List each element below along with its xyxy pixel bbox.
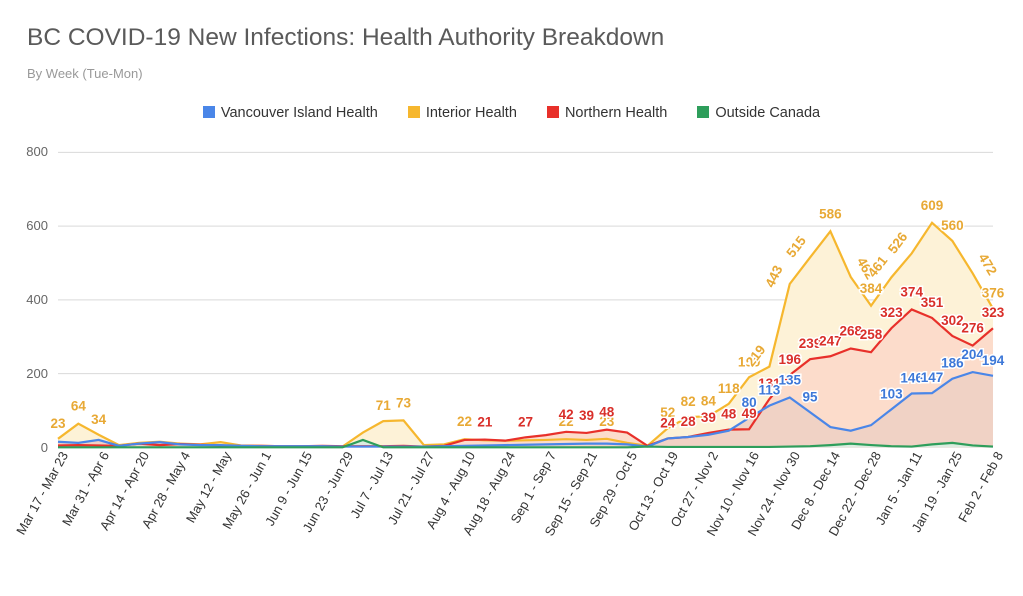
svg-text:80: 80: [742, 395, 757, 410]
svg-text:258: 258: [860, 327, 883, 342]
svg-text:147: 147: [921, 370, 944, 385]
svg-text:239: 239: [799, 336, 822, 351]
svg-text:276: 276: [961, 321, 984, 336]
svg-text:609: 609: [921, 198, 944, 213]
svg-text:28: 28: [681, 414, 697, 429]
svg-text:22: 22: [457, 414, 472, 429]
svg-text:82: 82: [681, 394, 696, 409]
svg-text:515: 515: [783, 233, 809, 260]
svg-text:384: 384: [860, 281, 883, 296]
svg-text:42: 42: [559, 407, 574, 422]
svg-text:351: 351: [921, 295, 944, 310]
svg-text:135: 135: [778, 373, 801, 388]
svg-text:472: 472: [975, 251, 999, 278]
svg-text:526: 526: [885, 229, 911, 256]
svg-text:71: 71: [376, 398, 392, 413]
svg-text:443: 443: [762, 263, 785, 290]
svg-text:196: 196: [778, 352, 801, 367]
svg-text:118: 118: [718, 381, 740, 396]
svg-text:113: 113: [759, 383, 781, 398]
svg-text:323: 323: [982, 305, 1005, 320]
svg-text:323: 323: [880, 305, 903, 320]
svg-text:27: 27: [518, 414, 533, 429]
svg-text:23: 23: [50, 416, 66, 431]
svg-text:376: 376: [982, 286, 1005, 301]
svg-text:21: 21: [477, 415, 493, 430]
svg-text:64: 64: [71, 399, 87, 414]
svg-text:48: 48: [721, 407, 737, 422]
svg-text:34: 34: [91, 412, 107, 427]
svg-text:586: 586: [819, 206, 842, 221]
svg-text:39: 39: [701, 410, 716, 425]
svg-text:103: 103: [880, 386, 903, 401]
svg-text:24: 24: [660, 415, 676, 430]
svg-text:73: 73: [396, 395, 412, 410]
svg-text:194: 194: [982, 353, 1005, 368]
svg-text:247: 247: [819, 333, 842, 348]
svg-text:84: 84: [701, 393, 717, 408]
svg-text:39: 39: [579, 408, 594, 423]
svg-text:95: 95: [803, 389, 819, 404]
svg-text:48: 48: [599, 405, 615, 420]
svg-text:302: 302: [941, 313, 964, 328]
svg-text:560: 560: [941, 218, 964, 233]
